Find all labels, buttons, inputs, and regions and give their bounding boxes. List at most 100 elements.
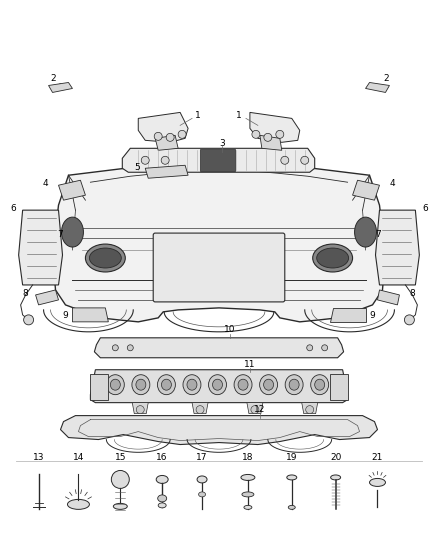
Circle shape <box>321 345 328 351</box>
Ellipse shape <box>355 217 377 247</box>
Circle shape <box>136 406 144 414</box>
Text: 4: 4 <box>43 179 49 188</box>
Text: 20: 20 <box>330 454 341 463</box>
Ellipse shape <box>289 379 299 390</box>
Ellipse shape <box>156 475 168 483</box>
Circle shape <box>306 406 314 414</box>
Text: 18: 18 <box>242 454 254 463</box>
Text: 9: 9 <box>63 311 68 320</box>
Circle shape <box>404 315 414 325</box>
Ellipse shape <box>264 379 274 390</box>
Polygon shape <box>145 165 188 178</box>
Ellipse shape <box>198 492 205 497</box>
Ellipse shape <box>67 499 89 510</box>
Circle shape <box>307 345 313 351</box>
Text: 15: 15 <box>115 454 126 463</box>
Ellipse shape <box>288 505 295 510</box>
Text: 13: 13 <box>33 454 44 463</box>
Ellipse shape <box>157 375 175 394</box>
Polygon shape <box>192 402 208 414</box>
Text: 17: 17 <box>196 454 208 463</box>
Circle shape <box>252 131 260 139</box>
Text: 4: 4 <box>389 179 395 188</box>
Text: 7: 7 <box>57 230 63 239</box>
Polygon shape <box>247 402 263 414</box>
Text: 9: 9 <box>370 311 375 320</box>
Text: 19: 19 <box>286 454 297 463</box>
Circle shape <box>161 156 169 164</box>
Text: 16: 16 <box>156 454 168 463</box>
Ellipse shape <box>132 375 150 394</box>
Text: 3: 3 <box>219 139 225 148</box>
Polygon shape <box>375 210 419 285</box>
Text: 14: 14 <box>73 454 84 463</box>
Polygon shape <box>90 374 108 400</box>
Ellipse shape <box>238 379 248 390</box>
Ellipse shape <box>106 375 124 394</box>
Ellipse shape <box>313 244 353 272</box>
Text: 6: 6 <box>10 204 16 213</box>
Polygon shape <box>330 308 366 322</box>
Circle shape <box>24 315 34 325</box>
Ellipse shape <box>370 479 385 487</box>
Text: 21: 21 <box>372 454 383 463</box>
Ellipse shape <box>242 492 254 497</box>
Circle shape <box>276 131 284 139</box>
Ellipse shape <box>212 379 223 390</box>
Circle shape <box>264 133 272 141</box>
Ellipse shape <box>187 379 197 390</box>
Ellipse shape <box>197 476 207 483</box>
Ellipse shape <box>260 375 278 394</box>
Polygon shape <box>138 112 188 142</box>
Text: 2: 2 <box>384 74 389 83</box>
Polygon shape <box>49 83 72 92</box>
Polygon shape <box>95 338 343 358</box>
Circle shape <box>251 406 259 414</box>
Ellipse shape <box>113 503 127 510</box>
Text: 12: 12 <box>254 405 265 414</box>
Circle shape <box>154 132 162 140</box>
FancyBboxPatch shape <box>153 233 285 302</box>
Ellipse shape <box>162 379 171 390</box>
Ellipse shape <box>158 503 166 508</box>
Circle shape <box>281 156 289 164</box>
Ellipse shape <box>136 379 146 390</box>
Polygon shape <box>155 135 178 150</box>
Text: 10: 10 <box>224 325 236 334</box>
Text: 1: 1 <box>195 111 201 120</box>
Polygon shape <box>378 290 399 305</box>
Polygon shape <box>122 148 314 172</box>
Ellipse shape <box>244 505 252 510</box>
Text: 7: 7 <box>375 230 381 239</box>
Polygon shape <box>60 416 378 445</box>
Circle shape <box>141 156 149 164</box>
Polygon shape <box>72 308 108 322</box>
Ellipse shape <box>311 375 328 394</box>
Text: 8: 8 <box>410 289 415 298</box>
Circle shape <box>166 133 174 141</box>
Polygon shape <box>200 149 235 171</box>
Polygon shape <box>19 210 63 285</box>
Text: 2: 2 <box>50 74 56 83</box>
Ellipse shape <box>317 248 349 268</box>
Polygon shape <box>366 83 389 92</box>
Circle shape <box>196 406 204 414</box>
Ellipse shape <box>314 379 325 390</box>
Circle shape <box>301 156 309 164</box>
Ellipse shape <box>285 375 303 394</box>
Ellipse shape <box>110 379 120 390</box>
Ellipse shape <box>287 475 297 480</box>
Circle shape <box>111 471 129 488</box>
Circle shape <box>112 345 118 351</box>
Ellipse shape <box>234 375 252 394</box>
Polygon shape <box>35 290 59 305</box>
Circle shape <box>178 131 186 139</box>
Polygon shape <box>302 402 318 414</box>
Circle shape <box>127 345 133 351</box>
Ellipse shape <box>85 244 125 272</box>
Ellipse shape <box>208 375 226 394</box>
Ellipse shape <box>61 217 83 247</box>
Ellipse shape <box>183 375 201 394</box>
Polygon shape <box>132 402 148 414</box>
Text: 8: 8 <box>23 289 28 298</box>
